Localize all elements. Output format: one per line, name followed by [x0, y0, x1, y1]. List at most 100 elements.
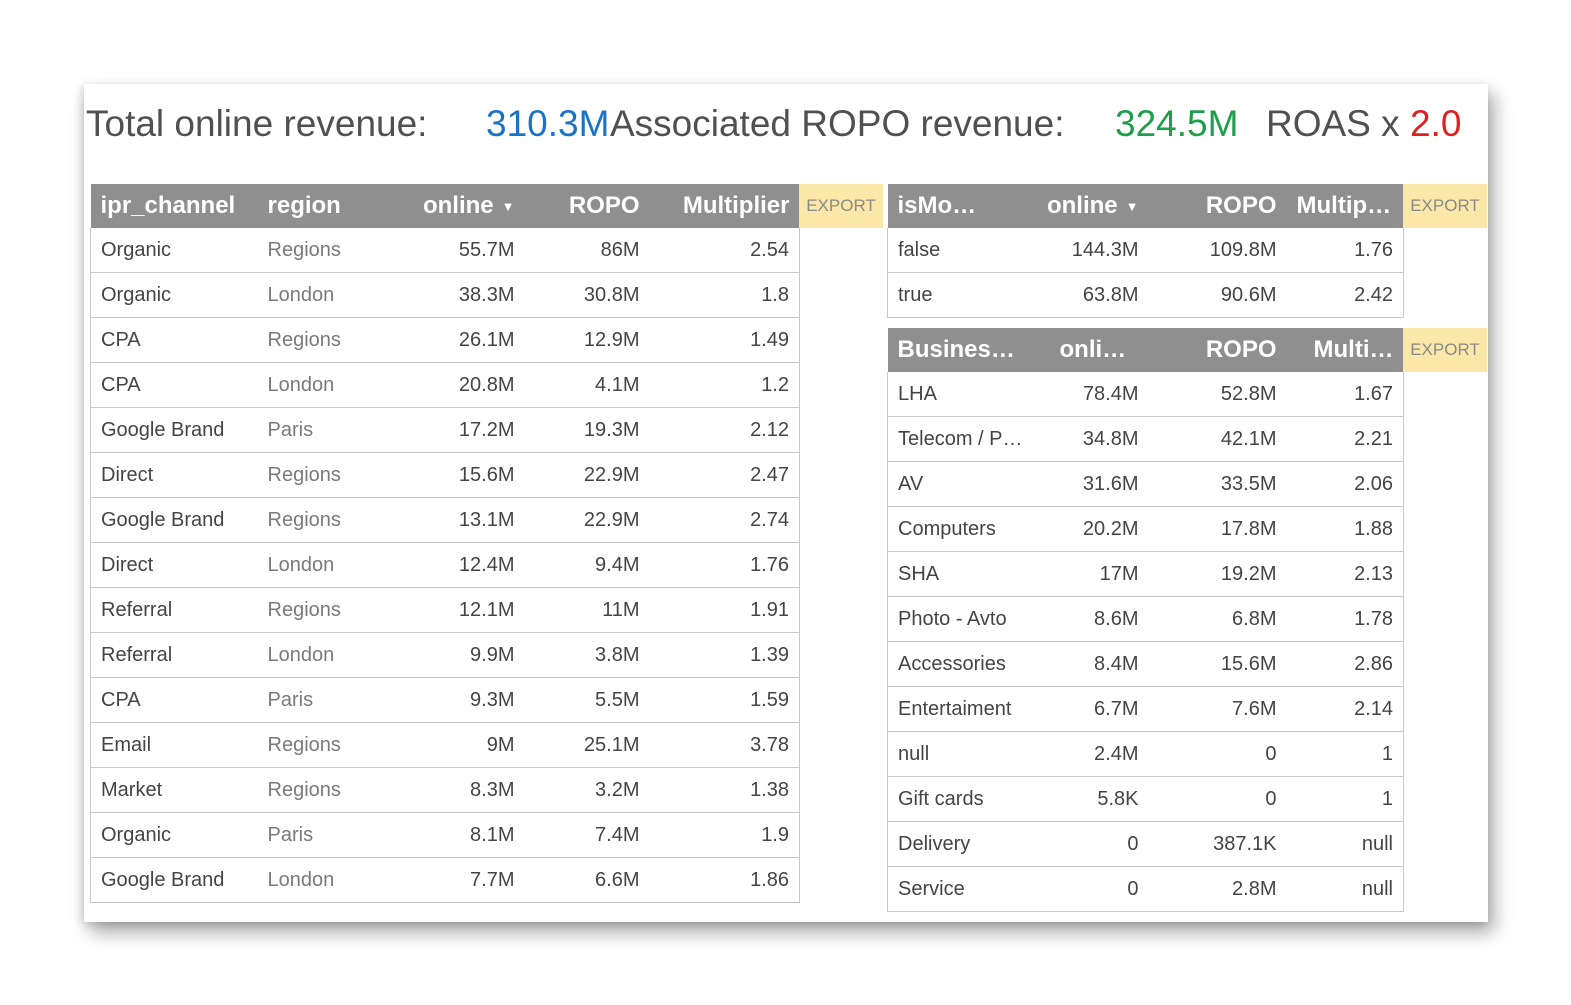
- table-row[interactable]: Telecom / P… 34.8M 42.1M 2.21: [887, 416, 1404, 462]
- table-cell: 12.1M: [397, 587, 525, 633]
- table-cell: 4.1M: [524, 362, 650, 408]
- sort-descending-icon[interactable]: ▼: [1138, 343, 1148, 358]
- table-row[interactable]: Direct London 12.4M 9.4M 1.76: [90, 542, 800, 588]
- table-row[interactable]: Email Regions 9M 25.1M 3.78: [90, 722, 800, 768]
- assoc-revenue-scorecard: Associated ROPO revenue:: [610, 84, 1065, 164]
- table-row[interactable]: Gift cards 5.8K 0 1: [887, 776, 1404, 822]
- export-button-mobile[interactable]: EXPORT: [1403, 184, 1487, 228]
- column-header-ropo[interactable]: ROPO: [524, 184, 650, 228]
- table-cell: 1: [1286, 731, 1404, 777]
- table-cell: 6.6M: [524, 857, 650, 903]
- column-header-online[interactable]: online▼: [1018, 184, 1149, 228]
- table-row[interactable]: AV 31.6M 33.5M 2.06: [887, 461, 1404, 507]
- table-row[interactable]: CPA London 20.8M 4.1M 1.2: [90, 362, 800, 408]
- table-cell: false: [887, 228, 1019, 273]
- table-cell: 8.6M: [1049, 596, 1149, 642]
- column-header-ropo[interactable]: ROPO: [1148, 184, 1287, 228]
- table-row[interactable]: Google Brand London 7.7M 6.6M 1.86: [90, 857, 800, 903]
- table-cell: CPA: [90, 677, 258, 723]
- table-row[interactable]: Organic Paris 8.1M 7.4M 1.9: [90, 812, 800, 858]
- table-row[interactable]: Direct Regions 15.6M 22.9M 2.47: [90, 452, 800, 498]
- table-cell: Photo - Avto: [887, 596, 1050, 642]
- table-row[interactable]: Market Regions 8.3M 3.2M 1.38: [90, 767, 800, 813]
- table-cell: Organic: [90, 272, 258, 318]
- table-row[interactable]: Accessories 8.4M 15.6M 2.86: [887, 641, 1404, 687]
- table-cell: 144.3M: [1018, 228, 1149, 273]
- table-header-row: isMo… online ▼ ROPO Multipl…: [887, 184, 1404, 228]
- table-header-row: ipr_channel region online ▼ ROPO Multiplier: [90, 184, 800, 228]
- roas-value: 2.0: [1410, 103, 1462, 144]
- table-cell: Accessories: [887, 641, 1050, 687]
- table-row[interactable]: Photo - Avto 8.6M 6.8M 1.78: [887, 596, 1404, 642]
- table-cell: 1.59: [649, 677, 800, 723]
- table-row[interactable]: CPA Paris 9.3M 5.5M 1.59: [90, 677, 800, 723]
- table-cell: Regions: [257, 452, 398, 498]
- column-header-busines[interactable]: Busines…: [887, 328, 1050, 372]
- table-row[interactable]: false 144.3M 109.8M 1.76: [887, 228, 1404, 273]
- table-cell: 33.5M: [1148, 461, 1287, 507]
- table-cell: 63.8M: [1018, 272, 1149, 318]
- table-row[interactable]: Organic Regions 55.7M 86M 2.54: [90, 228, 800, 273]
- table-cell: Delivery: [887, 821, 1050, 867]
- table-cell: Organic: [90, 228, 258, 273]
- table-cell: CPA: [90, 362, 258, 408]
- column-header-online[interactable]: online▼: [397, 184, 525, 228]
- table-cell: Direct: [90, 542, 258, 588]
- table-cell: 1.9: [649, 812, 800, 858]
- column-header-multi[interactable]: Multi…: [1286, 328, 1404, 372]
- table-row[interactable]: Referral Regions 12.1M 11M 1.91: [90, 587, 800, 633]
- table-cell: 7.4M: [524, 812, 650, 858]
- table-row[interactable]: Service 0 2.8M null: [887, 866, 1404, 912]
- column-header-online[interactable]: online▼: [1049, 328, 1149, 372]
- column-header-multiplier[interactable]: Multiplier: [649, 184, 800, 228]
- table-row[interactable]: SHA 17M 19.2M 2.13: [887, 551, 1404, 597]
- table-row[interactable]: true 63.8M 90.6M 2.42: [887, 272, 1404, 318]
- table-cell: 1.39: [649, 632, 800, 678]
- table-cell: 42.1M: [1148, 416, 1287, 462]
- export-button-channels[interactable]: EXPORT: [799, 184, 883, 228]
- table-cell: Google Brand: [90, 857, 258, 903]
- column-header-ropo[interactable]: ROPO: [1148, 328, 1287, 372]
- table-row[interactable]: Computers 20.2M 17.8M 1.88: [887, 506, 1404, 552]
- table-row[interactable]: LHA 78.4M 52.8M 1.67: [887, 372, 1404, 417]
- table-cell: Service: [887, 866, 1050, 912]
- column-header-multipl[interactable]: Multipl…: [1286, 184, 1404, 228]
- table-cell: Regions: [257, 497, 398, 543]
- column-header-ipr-channel[interactable]: ipr_channel: [90, 184, 258, 228]
- table-cell: Organic: [90, 812, 258, 858]
- table-row[interactable]: Delivery 0 387.1K null: [887, 821, 1404, 867]
- table-row[interactable]: Google Brand Paris 17.2M 19.3M 2.12: [90, 407, 800, 453]
- table-cell: 25.1M: [524, 722, 650, 768]
- table-cell: 12.9M: [524, 317, 650, 363]
- table-cell: 6.7M: [1049, 686, 1149, 732]
- table-cell: 7.6M: [1148, 686, 1287, 732]
- table-cell: Regions: [257, 228, 398, 273]
- table-cell: 8.4M: [1049, 641, 1149, 687]
- table-row[interactable]: Organic London 38.3M 30.8M 1.8: [90, 272, 800, 318]
- table-cell: 1.88: [1286, 506, 1404, 552]
- table-cell: 17.2M: [397, 407, 525, 453]
- table-row[interactable]: Google Brand Regions 13.1M 22.9M 2.74: [90, 497, 800, 543]
- table-cell: 3.78: [649, 722, 800, 768]
- table-cell: SHA: [887, 551, 1050, 597]
- table-row[interactable]: CPA Regions 26.1M 12.9M 1.49: [90, 317, 800, 363]
- table-row[interactable]: Referral London 9.9M 3.8M 1.39: [90, 632, 800, 678]
- table-cell: 19.3M: [524, 407, 650, 453]
- column-header-region[interactable]: region: [257, 184, 398, 228]
- table-cell: true: [887, 272, 1019, 318]
- total-revenue-scorecard: Total online revenue:: [86, 84, 427, 164]
- table-cell: 3.8M: [524, 632, 650, 678]
- column-header-ismo[interactable]: isMo…: [887, 184, 1019, 228]
- table-cell: 3.2M: [524, 767, 650, 813]
- table-cell: 17M: [1049, 551, 1149, 597]
- table-cell: 0: [1049, 866, 1149, 912]
- table-cell: Referral: [90, 632, 258, 678]
- table-cell: Regions: [257, 587, 398, 633]
- table-row[interactable]: Entertaiment 6.7M 7.6M 2.14: [887, 686, 1404, 732]
- sort-descending-icon[interactable]: ▼: [1125, 199, 1139, 215]
- table-row[interactable]: null 2.4M 0 1: [887, 731, 1404, 777]
- table-cell: 22.9M: [524, 497, 650, 543]
- table-cell: 38.3M: [397, 272, 525, 318]
- export-button-business[interactable]: EXPORT: [1403, 328, 1487, 372]
- sort-descending-icon[interactable]: ▼: [501, 199, 515, 215]
